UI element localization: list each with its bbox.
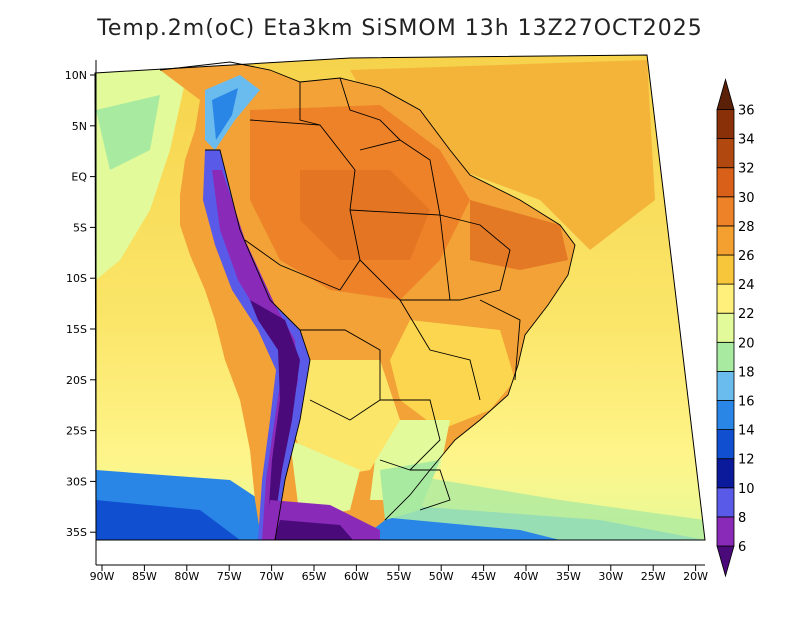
lon-tick-label: 20W (683, 570, 708, 583)
colorbar-swatch (716, 254, 735, 285)
map-title: Temp.2m(oC) Eta3km SiSMOM 13h 13Z27OCT20… (97, 16, 703, 41)
colorbar-label: 14 (738, 424, 755, 439)
colorbar-label: 34 (738, 133, 755, 148)
colorbar-label: 20 (738, 336, 755, 351)
longitude-axis: 90W 85W 80W 75W 70W 65W 60W 55W 50W 45W 40W 35W 30W 2… (90, 564, 708, 583)
colorbar-swatch (716, 109, 735, 140)
latitude-axis: 10N 5N EQ 5S 10S 15S 20S 25S 30S 35S (65, 60, 97, 565)
colorbar-label: 28 (738, 220, 755, 235)
colorbar-label: 10 (738, 482, 755, 497)
lon-tick-label: 70W (259, 570, 284, 583)
colorbar-swatch (716, 487, 735, 518)
lon-tick-label: 35W (556, 570, 581, 583)
colorbar-label: 16 (738, 395, 755, 410)
colorbar-swatch (716, 196, 735, 227)
lat-tick-label: 5N (72, 120, 87, 133)
colorbar-swatch (716, 225, 735, 256)
colorbar-swatch (716, 429, 735, 460)
colorbar-arrow-low (716, 545, 735, 578)
colorbar-swatch (716, 312, 735, 343)
colorbar-swatch (716, 458, 735, 489)
lon-tick-label: 45W (471, 570, 496, 583)
colorbar-label: 36 (738, 104, 755, 119)
lat-tick-label: 20S (66, 374, 87, 387)
lat-tick-label: 35S (66, 526, 87, 539)
lat-tick-label: EQ (71, 171, 87, 184)
lat-tick-label: 25S (66, 425, 87, 438)
colorbar-swatch (716, 341, 735, 372)
lon-tick-label: 25W (641, 570, 666, 583)
lat-tick-label: 15S (66, 323, 87, 336)
colorbar-label: 22 (738, 307, 755, 322)
lon-tick-label: 60W (344, 570, 369, 583)
colorbar-arrow-high (716, 78, 735, 110)
lon-tick-label: 65W (302, 570, 327, 583)
lon-tick-label: 75W (217, 570, 242, 583)
colorbar-label: 32 (738, 162, 755, 177)
colorbar-swatch (716, 516, 735, 547)
lat-tick-label: 10N (65, 69, 87, 82)
lon-tick-label: 40W (514, 570, 539, 583)
lon-tick-label: 90W (90, 570, 115, 583)
lon-tick-label: 30W (598, 570, 623, 583)
colorbar-label: 12 (738, 453, 755, 468)
lon-tick-label: 80W (174, 570, 199, 583)
colorbar-label: 8 (738, 511, 746, 526)
lon-tick-label: 50W (429, 570, 454, 583)
colorbar-swatch (716, 370, 735, 401)
colorbar-label: 26 (738, 249, 755, 264)
colorbar-swatch (716, 283, 735, 314)
colorbar: 6 8 10 12 14 16 18 20 22 24 26 28 30 32 34 36 (716, 78, 755, 578)
lon-tick-label: 85W (132, 570, 157, 583)
colorbar-swatch (716, 400, 735, 431)
colorbar-label: 6 (738, 540, 746, 555)
colorbar-label: 30 (738, 191, 755, 206)
lat-tick-label: 10S (66, 272, 87, 285)
colorbar-swatch (716, 167, 735, 198)
colorbar-label: 24 (738, 278, 755, 293)
colorbar-label: 18 (738, 365, 755, 380)
colorbar-swatch (716, 138, 735, 169)
map-field (95, 55, 705, 540)
lon-tick-label: 55W (386, 570, 411, 583)
lat-tick-label: 5S (73, 221, 87, 234)
lat-tick-label: 30S (66, 475, 87, 488)
political-borders (159, 61, 576, 541)
